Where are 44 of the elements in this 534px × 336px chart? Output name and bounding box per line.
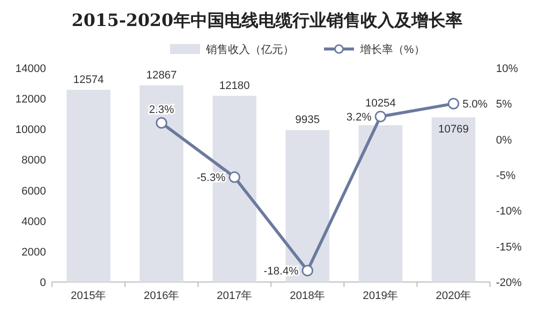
x-tick-label: 2016年 xyxy=(144,290,180,302)
x-tick-label: 2015年 xyxy=(70,290,106,302)
point xyxy=(448,98,460,110)
data-label: -18.4% xyxy=(264,266,299,278)
data-label: 12574 xyxy=(73,74,104,86)
y2-tick-label: -5% xyxy=(496,170,516,182)
y-tick-label: 8000 xyxy=(22,154,46,167)
x-tick-label: 2018年 xyxy=(290,290,326,302)
bar xyxy=(432,117,476,282)
bar xyxy=(140,85,184,282)
point xyxy=(156,117,168,129)
data-label: 12867 xyxy=(146,69,177,82)
x-tick-label: 2019年 xyxy=(362,290,398,302)
data-label: 5.0% xyxy=(462,98,488,111)
data-label: 2.3% xyxy=(148,104,174,116)
data-label: 10254 xyxy=(365,98,396,110)
y2-tick-label: 5% xyxy=(496,98,512,111)
point xyxy=(302,264,314,276)
legend-label: 销售收入（亿元） xyxy=(205,43,294,56)
y2-tick-label: 10% xyxy=(496,63,518,75)
data-label: 12180 xyxy=(219,80,250,92)
x-tick-label: 2020年 xyxy=(436,290,472,302)
x-tick-label: 2017年 xyxy=(216,290,252,302)
data-label: 3.2% xyxy=(346,112,372,124)
y2-tick-label: -10% xyxy=(496,206,522,218)
data-label: 9935 xyxy=(295,114,320,126)
y-tick-label: 12000 xyxy=(15,94,46,106)
bar xyxy=(66,90,110,282)
data-label: -5.3% xyxy=(196,172,226,184)
chart-title: 2015-2020年中国电线电缆行业销售收入及增长率 xyxy=(72,11,462,31)
y-tick-label: 2000 xyxy=(22,246,46,258)
y2-tick-label: -15% xyxy=(496,241,522,254)
point xyxy=(374,110,386,122)
bar xyxy=(358,125,402,282)
y-tick-label: 0 xyxy=(40,277,46,289)
legend-label: 增长率（%） xyxy=(359,43,425,56)
y2-tick-label: -20% xyxy=(496,277,522,289)
y-tick-label: 14000 xyxy=(15,63,46,75)
y2-tick-label: 0% xyxy=(496,134,512,146)
y-tick-label: 6000 xyxy=(22,185,46,198)
data-label: 10769 xyxy=(438,123,469,136)
y-tick-label: 4000 xyxy=(22,216,46,228)
point xyxy=(228,171,240,183)
y-tick-label: 10000 xyxy=(15,124,46,136)
